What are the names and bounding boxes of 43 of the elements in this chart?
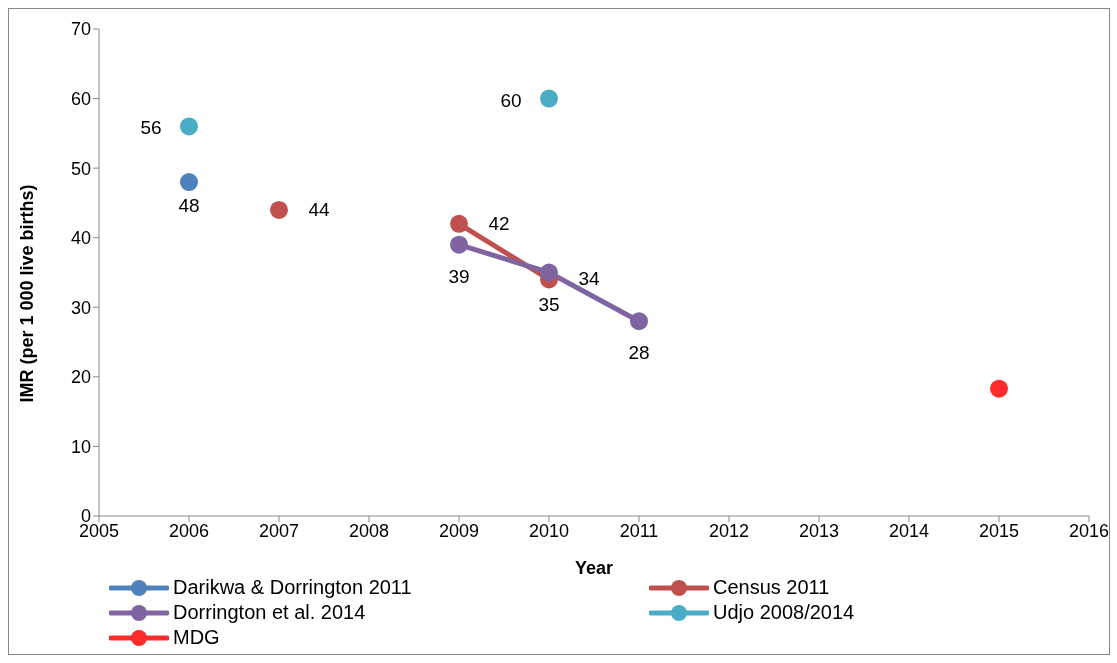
data-label: 35 xyxy=(538,293,560,315)
point xyxy=(450,235,468,254)
y-tick-label: 70 xyxy=(70,19,91,40)
legend-label: Dorrington et al. 2014 xyxy=(173,601,366,624)
y-tick-label: 50 xyxy=(70,158,91,179)
point xyxy=(270,200,288,219)
data-label: 34 xyxy=(578,268,600,290)
x-tick-label: 2008 xyxy=(348,520,390,541)
y-tick-label: 60 xyxy=(70,88,91,109)
data-label: 48 xyxy=(178,195,200,217)
point xyxy=(180,117,198,136)
y-tick-label: 10 xyxy=(70,436,91,457)
x-tick-label: 2013 xyxy=(798,520,840,541)
x-tick-label: 2007 xyxy=(258,520,300,541)
y-axis-title: IMR (per 1 000 live births) xyxy=(17,184,38,403)
point xyxy=(540,89,558,108)
data-label: 39 xyxy=(448,265,470,287)
x-tick-label: 2011 xyxy=(619,520,659,541)
x-axis-title: Year xyxy=(574,558,614,578)
y-tick-label: 20 xyxy=(70,367,91,388)
x-tick-label: 2016 xyxy=(1068,520,1110,541)
x-tick-label: 2009 xyxy=(438,520,480,541)
legend-label: Census 2011 xyxy=(713,576,830,599)
point xyxy=(630,312,648,331)
data-label: 56 xyxy=(140,117,162,139)
data-label: 42 xyxy=(488,212,510,234)
point xyxy=(180,173,198,192)
x-tick-label: 2014 xyxy=(888,520,930,541)
legend-label: Darikwa & Dorrington 2011 xyxy=(173,576,412,599)
x-tick-label: 2012 xyxy=(708,520,750,541)
x-tick-label: 2015 xyxy=(978,520,1020,541)
y-tick-label: 30 xyxy=(70,297,91,318)
x-tick-label: 2010 xyxy=(528,520,570,541)
legend-label: Udjo 2008/2014 xyxy=(713,601,855,624)
data-label: 44 xyxy=(308,198,330,220)
data-label: 28 xyxy=(628,342,650,364)
point xyxy=(450,214,468,233)
legend-label: MDG xyxy=(173,626,220,649)
x-tick-label: 2006 xyxy=(168,520,210,541)
point xyxy=(540,263,558,282)
data-label: 60 xyxy=(500,89,522,111)
point xyxy=(990,379,1008,398)
y-tick-label: 40 xyxy=(70,228,91,249)
